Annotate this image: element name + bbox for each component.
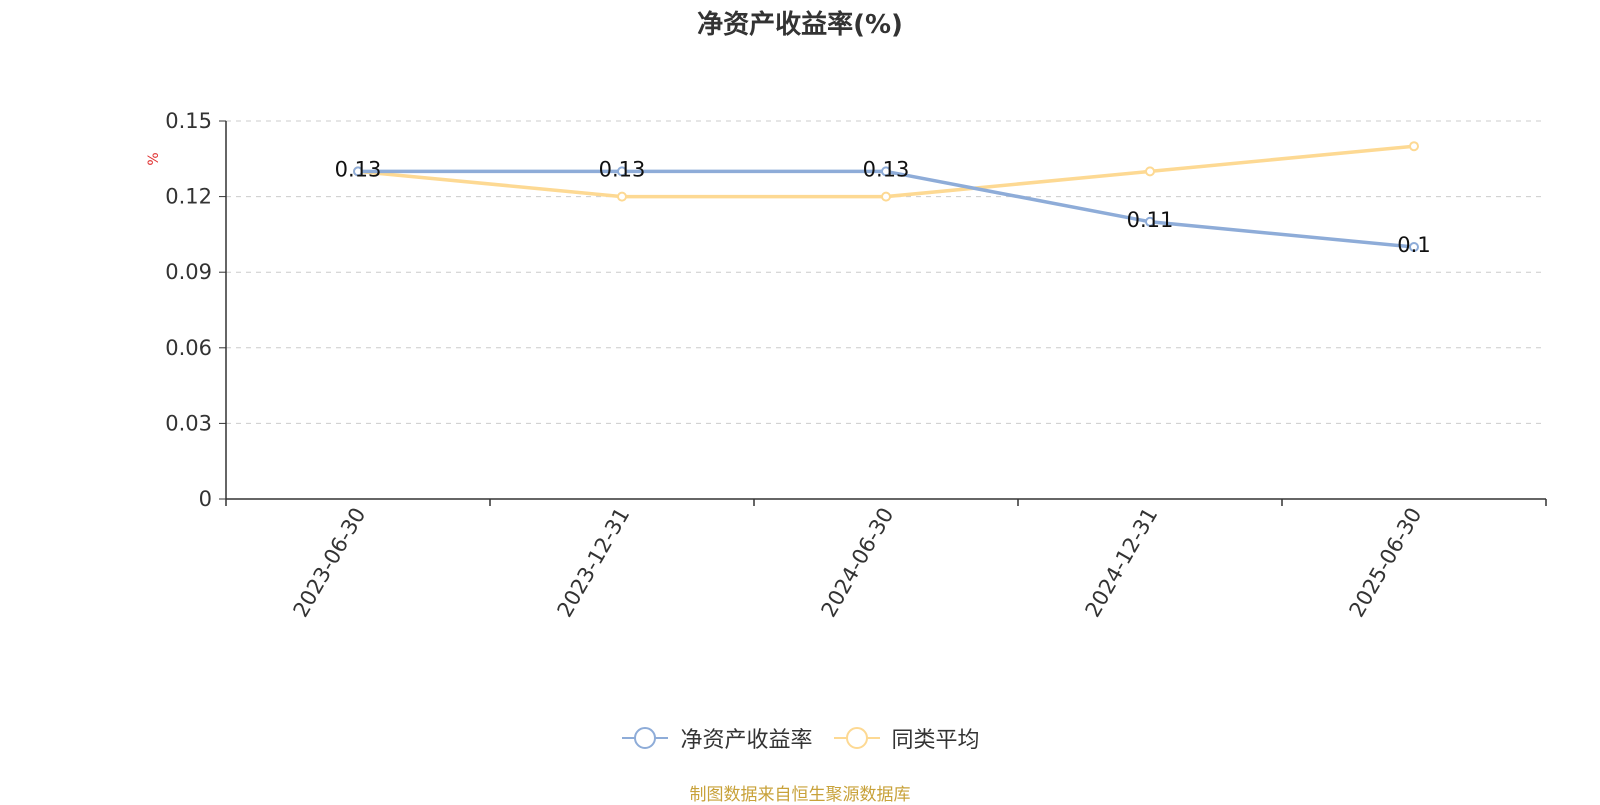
- legend-marker-peer-average-icon: [833, 727, 880, 749]
- data-label: 0.13: [863, 157, 910, 181]
- data-point: [881, 166, 891, 177]
- data-point: [617, 191, 627, 202]
- chart-title: 净资产收益率(%): [697, 10, 903, 40]
- data-point: [881, 191, 891, 202]
- y-tick-label: 0.03: [165, 411, 212, 435]
- legend-marker-roe-icon: [622, 727, 669, 749]
- source-note: 制图数据来自恒生聚源数据库: [689, 785, 911, 805]
- data-point: [353, 166, 363, 177]
- x-tick-label: 2025-06-30: [1345, 504, 1427, 622]
- legend-item-peer-average[interactable]: 同类平均: [832, 722, 980, 754]
- data-label: 0.1: [1397, 233, 1430, 257]
- data-point: [1409, 141, 1419, 152]
- data-label: 0.13: [599, 157, 646, 181]
- data-point: [1145, 216, 1155, 227]
- x-tick-label: 2024-12-31: [1081, 504, 1163, 622]
- x-tick-label: 2023-12-31: [553, 504, 635, 622]
- y-tick-label: 0.09: [165, 260, 212, 284]
- data-label: 0.13: [335, 157, 382, 181]
- y-tick-label: 0.06: [165, 336, 212, 360]
- y-tick-label: 0: [199, 487, 212, 511]
- series-line-0: [358, 169, 1415, 249]
- legend-item-roe[interactable]: 净资产收益率: [620, 722, 813, 754]
- data-labels: 0.13 0.13 0.13 0.11 0.1: [335, 157, 1431, 257]
- x-tick-label: 2023-06-30: [289, 504, 371, 622]
- legend: 净资产收益率 同类平均: [0, 722, 1600, 757]
- data-point: [1145, 166, 1155, 177]
- x-tick-label: 2024-06-30: [817, 504, 899, 622]
- y-axis-label: %: [146, 152, 162, 165]
- legend-label-peer-average: 同类平均: [891, 728, 980, 753]
- y-tick-label: 0.15: [165, 109, 212, 133]
- data-point: [617, 166, 627, 177]
- data-point: [1409, 242, 1419, 252]
- axes: 0 0.03 0.06 0.09 0.12 0.15 2023-06-30 2023-12-3…: [165, 109, 1547, 622]
- legend-label-roe: 净资产收益率: [680, 728, 813, 753]
- series-lines: [353, 141, 1419, 252]
- data-label: 0.11: [1127, 208, 1174, 232]
- y-tick-label: 0.12: [165, 185, 212, 209]
